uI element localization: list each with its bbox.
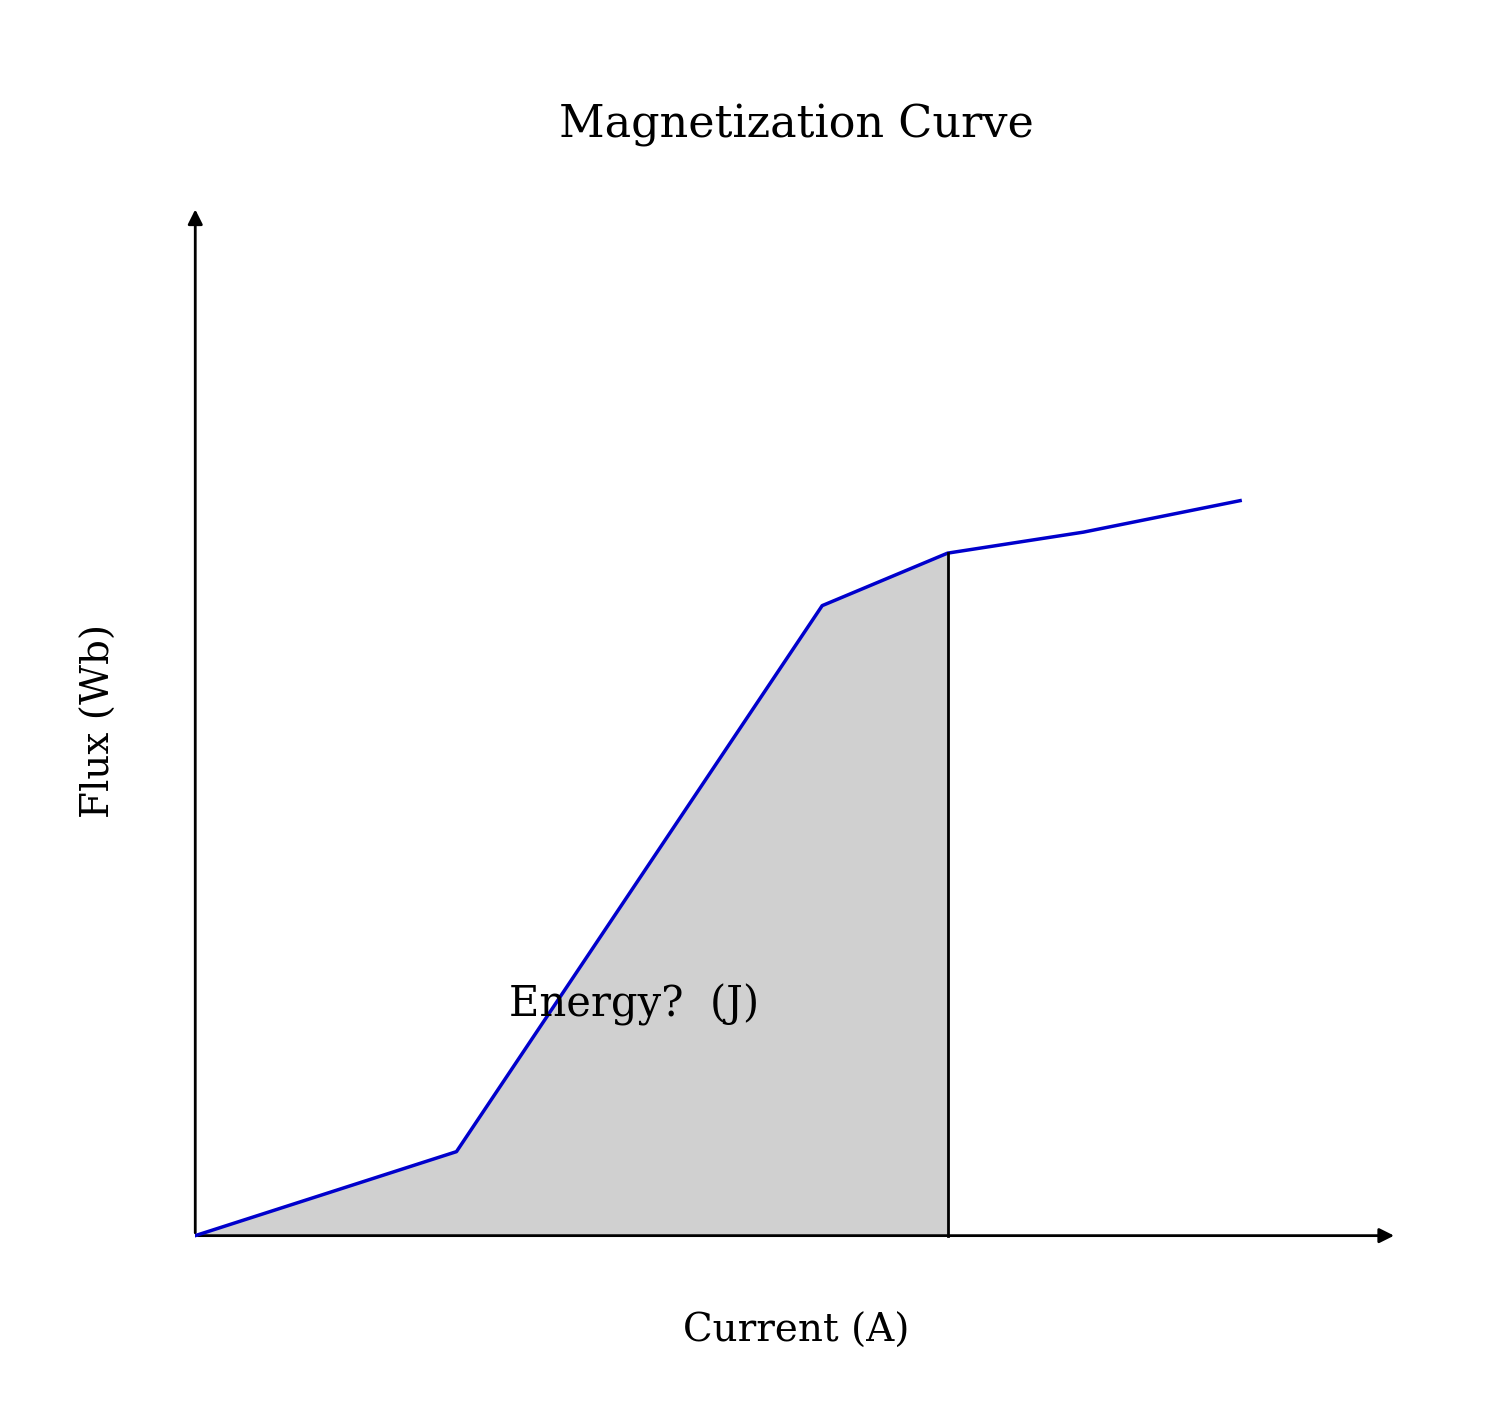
Text: Current (A): Current (A) (683, 1314, 909, 1349)
Text: Energy?  (J): Energy? (J) (509, 984, 759, 1025)
Polygon shape (195, 553, 948, 1235)
Text: Flux (Wb): Flux (Wb) (81, 624, 117, 818)
Title: Magnetization Curve: Magnetization Curve (559, 103, 1033, 147)
